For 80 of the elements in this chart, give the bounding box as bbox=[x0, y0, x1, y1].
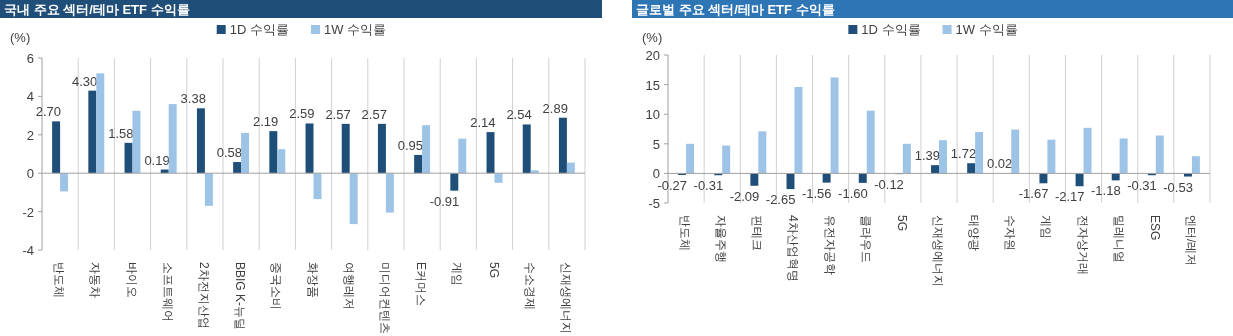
data-label: -2.65 bbox=[765, 192, 796, 208]
data-label: 0.02 bbox=[986, 156, 1013, 172]
legend-label: 1D 수익률 bbox=[861, 22, 921, 37]
data-label: 4.30 bbox=[71, 73, 98, 89]
y-tick-label: -5 bbox=[648, 196, 660, 211]
data-label: 2.70 bbox=[35, 104, 62, 120]
data-label: -1.18 bbox=[1091, 183, 1121, 199]
x-tick-label: 자율주행 bbox=[714, 215, 729, 263]
y-tick-label: 20 bbox=[645, 48, 660, 63]
data-label: -2.17 bbox=[1054, 189, 1085, 205]
x-tick-label: 엔터/레저 bbox=[1183, 215, 1198, 267]
y-tick-label: 10 bbox=[645, 107, 660, 123]
x-tick-label: 미디어컨텐츠 bbox=[377, 262, 392, 334]
data-label: -0.53 bbox=[1163, 179, 1193, 195]
x-tick-label: 바이오 bbox=[124, 262, 139, 298]
chart-title: 국내 주요 섹터/테마 ETF 수익률 bbox=[4, 2, 190, 17]
data-label: -1.67 bbox=[1018, 186, 1049, 202]
x-tick-label: ESG bbox=[1147, 215, 1162, 241]
data-label: 1.58 bbox=[108, 125, 134, 141]
legend-label: 1W 수익률 bbox=[955, 22, 1018, 37]
data-label: 2.57 bbox=[361, 106, 387, 122]
data-label: 2.57 bbox=[325, 106, 351, 122]
x-tick-label: 클라우드 bbox=[858, 215, 873, 263]
data-label: 2.54 bbox=[506, 107, 532, 123]
x-tick-label: E커머스 bbox=[414, 262, 429, 307]
chart-title: 글로벌 주요 섹터/테마 ETF 수익률 bbox=[636, 2, 835, 17]
data-label: 3.38 bbox=[180, 91, 206, 107]
x-tick-label: 전자상거래 bbox=[1075, 215, 1090, 275]
x-tick-label: 수소경제 bbox=[522, 262, 537, 310]
data-label: -0.27 bbox=[657, 178, 688, 193]
data-label: -0.31 bbox=[693, 178, 724, 194]
data-label: -1.56 bbox=[801, 185, 832, 201]
x-tick-label: 신재생에너지 bbox=[931, 215, 945, 287]
y-tick-label: -4 bbox=[22, 243, 34, 258]
x-tick-label: 게임 bbox=[1039, 215, 1054, 239]
legend-label: 1D 수익률 bbox=[229, 22, 289, 37]
x-tick-label: 핀테크 bbox=[750, 215, 765, 251]
y-tick-label: 4 bbox=[26, 89, 34, 105]
x-tick-label: 5G bbox=[486, 262, 501, 279]
x-tick-label: 수자원 bbox=[1003, 215, 1018, 251]
x-tick-label: 게임 bbox=[450, 262, 465, 286]
x-tick-label: 반도체 bbox=[678, 215, 693, 251]
y-tick-label: 2 bbox=[26, 127, 34, 143]
data-label: 2.89 bbox=[542, 100, 568, 116]
y-tick-label: 15 bbox=[645, 77, 660, 93]
x-tick-label: 자동차 bbox=[88, 262, 103, 298]
data-label: -2.09 bbox=[729, 188, 760, 204]
data-label: -0.31 bbox=[1127, 178, 1157, 194]
data-label: -1.60 bbox=[838, 185, 868, 201]
legend-label: 1W 수익률 bbox=[323, 22, 387, 37]
data-label: 0.19 bbox=[144, 152, 170, 168]
y-axis-title: (%) bbox=[10, 30, 31, 45]
x-tick-label: 중국소비 bbox=[269, 262, 284, 310]
y-tick-label: 6 bbox=[26, 51, 34, 66]
x-tick-label: 4차산업혁명 bbox=[786, 215, 801, 282]
data-label: 1.72 bbox=[950, 146, 977, 162]
data-label: 2.19 bbox=[252, 114, 279, 130]
x-tick-label: 5G bbox=[894, 215, 909, 232]
data-label: -0.91 bbox=[429, 193, 460, 209]
x-tick-label: 태양광 bbox=[967, 215, 982, 251]
data-label: 0.95 bbox=[397, 137, 424, 153]
y-axis-title: (%) bbox=[642, 30, 663, 45]
x-tick-label: 신재생에너지 bbox=[558, 262, 573, 334]
data-label: -0.12 bbox=[874, 177, 904, 193]
x-tick-label: 밀레니얼 bbox=[1111, 215, 1126, 263]
x-tick-label: 화장품 bbox=[305, 262, 320, 298]
x-tick-label: 여행레저 bbox=[341, 262, 356, 310]
data-label: 2.59 bbox=[289, 106, 315, 122]
data-label: 2.14 bbox=[470, 115, 496, 131]
y-tick-label: -2 bbox=[22, 204, 34, 220]
x-tick-label: 2차전지산업 bbox=[196, 262, 211, 329]
data-label: 1.39 bbox=[914, 148, 940, 164]
x-tick-label: 반도체 bbox=[52, 262, 67, 298]
x-tick-label: 소프트웨어 bbox=[160, 262, 175, 322]
y-tick-label: 0 bbox=[652, 166, 660, 182]
data-label: 0.58 bbox=[216, 145, 243, 161]
y-tick-label: 0 bbox=[26, 166, 34, 182]
y-tick-label: 5 bbox=[652, 136, 660, 152]
x-tick-label: BBIG K-뉴딜 bbox=[233, 262, 248, 331]
x-tick-label: 유전자공학 bbox=[822, 215, 837, 275]
